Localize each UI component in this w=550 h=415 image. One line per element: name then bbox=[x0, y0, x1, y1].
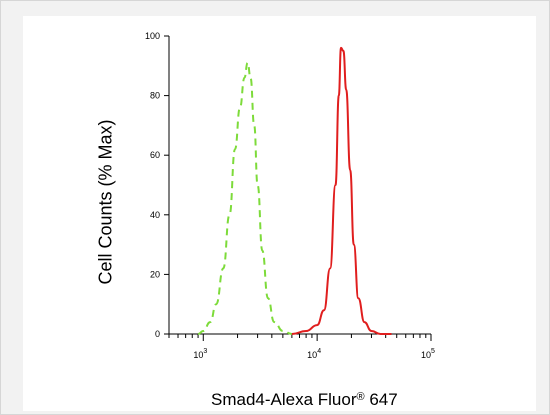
x-tick-label: 103 bbox=[193, 348, 207, 360]
x-axis-label-tail: 647 bbox=[364, 390, 398, 409]
y-axis-label: Cell Counts (% Max) bbox=[95, 119, 116, 285]
x-tick-label: 104 bbox=[307, 348, 321, 360]
x-axis-label: Smad4-Alexa Fluor® 647 bbox=[211, 390, 398, 410]
y-tick-label: 100 bbox=[145, 31, 160, 41]
plot-panel: 0 20 40 60 80 100 103 104 105 Cell Counts (% Max… bbox=[23, 16, 536, 411]
x-axis-label-base: Smad4-Alexa Fluor bbox=[211, 390, 357, 409]
tick-labels: 0 20 40 60 80 100 103 104 105 bbox=[145, 31, 435, 360]
series-layer bbox=[197, 46, 392, 335]
y-tick-label: 20 bbox=[150, 269, 160, 279]
histogram-chart: 0 20 40 60 80 100 103 104 105 bbox=[145, 31, 435, 360]
y-tick-label: 40 bbox=[150, 210, 160, 220]
x-tick-label: 105 bbox=[421, 348, 435, 360]
axes bbox=[164, 35, 432, 341]
registered-mark: ® bbox=[356, 391, 365, 403]
control-histogram-line bbox=[197, 61, 292, 335]
y-tick-label: 60 bbox=[150, 150, 160, 160]
sample-histogram-line bbox=[291, 46, 392, 335]
y-tick-label: 0 bbox=[155, 329, 160, 339]
y-tick-label: 80 bbox=[150, 91, 160, 101]
